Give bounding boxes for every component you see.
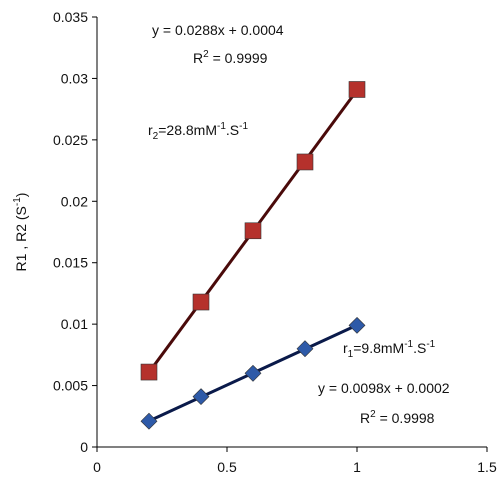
text-segment: r <box>343 340 348 356</box>
marker <box>296 340 314 358</box>
text-segment: 2 <box>153 131 159 142</box>
x-tick-label: 1 <box>353 459 361 475</box>
text-segment: R <box>193 50 203 66</box>
text-segment: y = 0.0098x + 0.0002 <box>318 380 450 396</box>
y-axis-label: R1 , R2 (S-1) <box>12 193 29 272</box>
x-tick-label: 1.5 <box>477 459 497 475</box>
annotation: R2 = 0.9999 <box>193 49 268 66</box>
text-segment: .S <box>226 122 239 138</box>
marker <box>244 364 262 382</box>
text-segment: r <box>148 122 153 138</box>
marker <box>192 388 210 406</box>
text-segment: R1 , R2 (S <box>13 206 29 271</box>
y-tick-label: 0.025 <box>53 132 88 148</box>
annotation: y = 0.0288x + 0.0004 <box>152 22 284 38</box>
x-tick-label: 0.5 <box>217 459 237 475</box>
text-segment: =28.8mM <box>158 122 217 138</box>
y-tick-label: 0.01 <box>61 316 88 332</box>
y-tick-label: 0 <box>80 439 88 455</box>
text-segment: = 0.9998 <box>376 410 435 426</box>
y-tick-label: 0.02 <box>61 193 88 209</box>
text-segment: 2 <box>203 49 209 60</box>
text-segment: -1 <box>239 121 248 132</box>
marker <box>140 363 158 381</box>
text-segment: .S <box>413 340 426 356</box>
marker <box>140 412 158 430</box>
annotation: R2 = 0.9998 <box>360 409 435 426</box>
marker <box>244 222 262 240</box>
text-segment: ) <box>13 193 29 198</box>
marker <box>192 293 210 311</box>
text-segment: 2 <box>370 409 376 420</box>
marker <box>348 81 366 98</box>
y-tick-label: 0.015 <box>53 255 88 271</box>
y-tick-label: 0.035 <box>53 9 88 25</box>
annotation: r1=9.8mM-1.S-1 <box>343 339 436 360</box>
annotation: r2=28.8mM-1.S-1 <box>148 121 248 142</box>
text-segment: =9.8mM <box>353 340 404 356</box>
text-segment: -1 <box>12 197 23 206</box>
marker <box>348 316 366 334</box>
text-segment: 1 <box>348 349 354 360</box>
y-tick-label: 0.005 <box>53 378 88 394</box>
x-tick-label: 0 <box>93 459 101 475</box>
text-segment: -1 <box>404 339 413 350</box>
annotation: y = 0.0098x + 0.0002 <box>318 380 450 396</box>
text-segment: = 0.9999 <box>209 50 268 66</box>
text-segment: R <box>360 410 370 426</box>
y-tick-label: 0.03 <box>61 70 88 86</box>
text-segment: -1 <box>217 121 226 132</box>
marker <box>296 153 314 171</box>
text-segment: -1 <box>426 339 435 350</box>
text-segment: y = 0.0288x + 0.0004 <box>152 22 284 38</box>
